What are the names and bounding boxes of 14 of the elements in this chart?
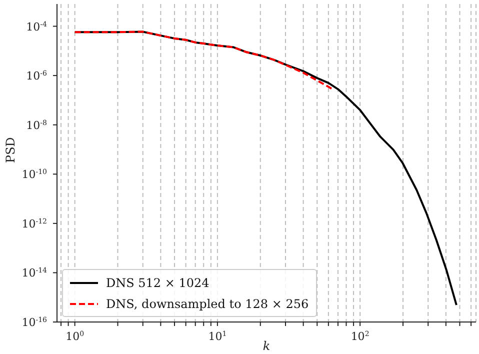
x-axis-title: k bbox=[262, 339, 270, 353]
x-tick-label: 10$^{0}$ bbox=[66, 330, 84, 343]
x-tick-label: 10$^{1}$ bbox=[208, 330, 227, 343]
y-tick-label: 10$^{-8}$ bbox=[26, 118, 47, 132]
y-tick-label: 10$^{-10}$ bbox=[22, 168, 47, 182]
y-tick-label: 10$^{-6}$ bbox=[26, 70, 48, 83]
y-tick-label: 10$^{-16}$ bbox=[22, 316, 48, 329]
legend-label: DNS 512 × 1024 bbox=[106, 276, 210, 290]
y-tick-label: 10$^{-14}$ bbox=[22, 266, 48, 280]
x-tick-label: 10$^{2}$ bbox=[350, 330, 370, 343]
y-tick-label: 10$^{-12}$ bbox=[22, 217, 47, 230]
legend-label: DNS, downsampled to 128 × 256 bbox=[106, 296, 309, 310]
y-tick-label: 10$^{-4}$ bbox=[26, 20, 48, 34]
y-axis-title: PSD bbox=[3, 137, 18, 163]
